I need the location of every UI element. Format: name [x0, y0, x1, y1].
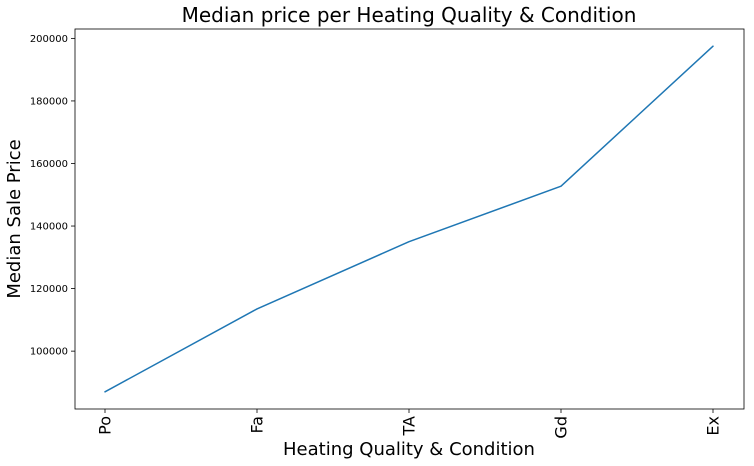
y-tick-label: 160000	[30, 159, 68, 170]
y-tick-label: 120000	[30, 284, 68, 295]
chart-title: Median price per Heating Quality & Condi…	[182, 3, 637, 27]
y-tick-label: 140000	[30, 222, 68, 233]
y-tick-label: 200000	[30, 34, 68, 45]
plot-frame	[74, 28, 745, 410]
x-tick-label: TA	[400, 416, 419, 437]
x-axis-label: Heating Quality & Condition	[283, 439, 535, 460]
y-axis-label: Median Sale Price	[4, 139, 25, 298]
series-line	[104, 45, 714, 393]
x-axis-ticks: Po Fa TA Gd Ex	[96, 409, 723, 439]
x-tick-label: Gd	[552, 416, 571, 439]
y-axis-ticks: 100000 120000 140000 160000 180000 200000	[30, 34, 75, 358]
x-tick-label: Po	[96, 416, 115, 435]
x-tick-label: Fa	[248, 416, 267, 434]
y-tick-label: 100000	[30, 347, 68, 358]
x-tick-label: Ex	[704, 416, 723, 436]
y-tick-label: 180000	[30, 96, 68, 107]
series-layer	[104, 45, 714, 393]
